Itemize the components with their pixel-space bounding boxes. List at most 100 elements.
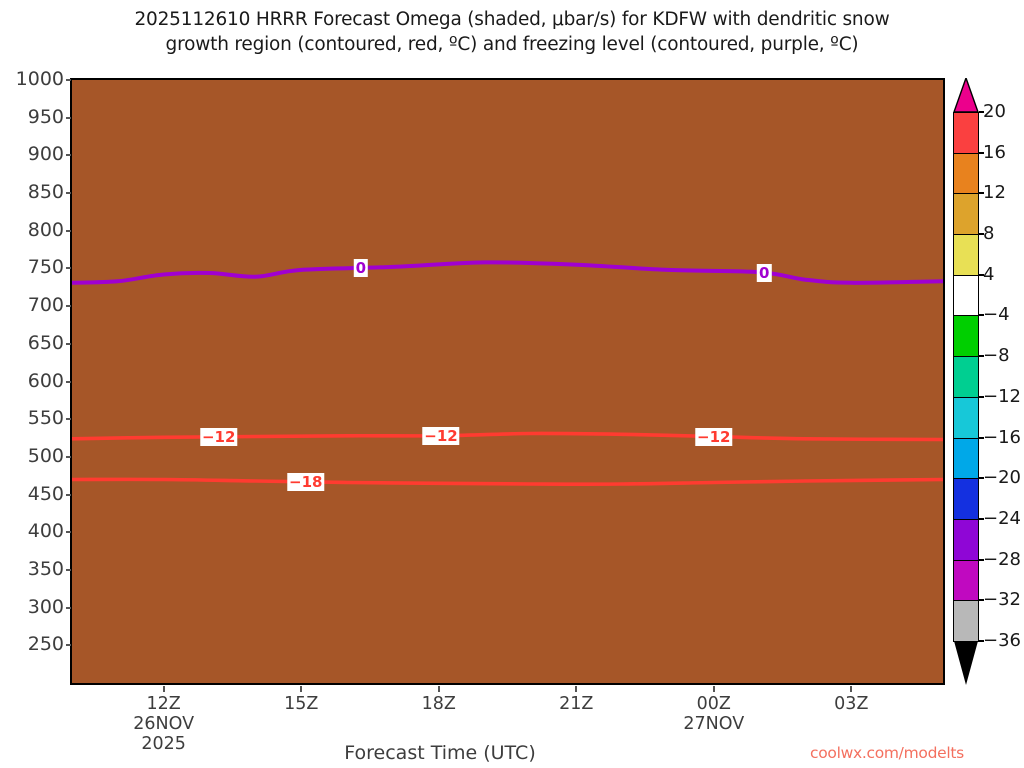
contour-label-dgz-lower: −12 xyxy=(422,426,460,445)
colorbar-label-minus32: −32 xyxy=(983,589,1021,611)
colorbar-tick-mark xyxy=(979,151,984,154)
colorbar-band-12 xyxy=(953,600,979,642)
colorbar-tick-mark xyxy=(979,111,984,113)
colorbar-label-minus20: −20 xyxy=(983,467,1021,489)
y-axis-tick-mark xyxy=(66,380,71,383)
credit-watermark: coolwx.com/modelts xyxy=(810,744,964,762)
colorbar-band-6 xyxy=(953,356,979,398)
y-axis-tick-400: 400 xyxy=(27,520,64,543)
colorbar-extend-top xyxy=(953,75,979,113)
y-axis-tick-800: 800 xyxy=(27,218,64,241)
y-axis-tick-450: 450 xyxy=(27,482,64,505)
y-axis-tick-mark xyxy=(66,644,71,647)
y-axis-tick-900: 900 xyxy=(27,143,64,166)
colorbar-label-20: 20 xyxy=(983,101,1006,122)
ground-fill xyxy=(72,80,943,683)
y-axis-tick-mark xyxy=(66,418,71,421)
x-tick-primary: 12Z xyxy=(146,694,181,714)
y-axis-tick-950: 950 xyxy=(27,105,64,128)
y-axis-tick-500: 500 xyxy=(27,444,64,467)
colorbar-band-0 xyxy=(953,112,979,154)
colorbar-tick-mark xyxy=(979,436,984,439)
y-axis-tick-mark xyxy=(66,455,71,458)
x-tick-primary: 00Z xyxy=(696,694,731,714)
y-axis-tick-250: 250 xyxy=(27,633,64,656)
y-axis-tick-mark xyxy=(66,116,71,119)
colorbar-label-minus24: −24 xyxy=(983,507,1021,529)
colorbar-tick-mark xyxy=(979,233,984,236)
x-tick-primary: 15Z xyxy=(284,694,319,714)
x-tick-year: 2025 xyxy=(141,734,186,754)
x-tick-date: 27NOV xyxy=(683,714,745,734)
y-axis-tick-mark xyxy=(66,531,71,534)
y-axis-tick-350: 350 xyxy=(27,557,64,580)
contour-label-dgz-lower: −12 xyxy=(199,427,238,446)
y-axis-tick-mark xyxy=(66,568,71,571)
y-axis-tick-700: 700 xyxy=(27,294,64,317)
colorbar-band-4 xyxy=(953,274,979,317)
y-axis-tick-mark xyxy=(66,606,71,609)
x-tick-primary: 18Z xyxy=(421,694,456,714)
contour-line-dgz-upper xyxy=(72,477,943,486)
colorbar-band-2 xyxy=(953,193,979,236)
y-axis-tick-mark xyxy=(66,305,71,308)
title-line-2: growth region (contoured, red, ºC) and f… xyxy=(165,33,859,55)
x-tick-date: 26NOV xyxy=(133,714,195,734)
x-axis-tick-03Z: 03Z xyxy=(791,694,911,714)
colorbar-tick-mark xyxy=(979,395,984,398)
colorbar-tick-mark xyxy=(979,517,984,520)
y-axis-tick-550: 550 xyxy=(27,407,64,430)
y-axis-tick-mark xyxy=(66,154,71,157)
x-axis-tick-mark xyxy=(437,686,440,692)
colorbar-band-10 xyxy=(953,518,979,561)
x-axis-tick-mark xyxy=(575,686,578,692)
x-axis-tick-mark xyxy=(300,686,303,692)
colorbar-extend-bottom xyxy=(953,641,979,685)
colorbar-band-3 xyxy=(953,234,979,276)
y-axis-tick-mark xyxy=(66,229,71,232)
colorbar-label-minus4: −4 xyxy=(983,304,1010,326)
colorbar-tick-mark xyxy=(979,355,984,358)
contour-label-dgz-upper: −18 xyxy=(287,472,325,491)
chart-canvas xyxy=(72,80,943,683)
contour-label-dgz-lower: −12 xyxy=(695,427,733,446)
x-tick-primary: 21Z xyxy=(559,694,594,714)
colorbar-tick-mark xyxy=(979,477,984,480)
colorbar-band-9 xyxy=(953,478,979,520)
colorbar-label-4: 4 xyxy=(983,263,995,285)
y-axis-tick-mark xyxy=(66,79,71,81)
colorbar: 20 16 12 8 4 −4 −8 −12 −16 −20 −24 −28 −32 −36 xyxy=(953,75,1021,685)
x-axis-title: Forecast Time (UTC) xyxy=(344,742,536,764)
colorbar-band-8 xyxy=(953,437,979,480)
colorbar-tick-mark xyxy=(979,599,984,602)
y-axis-tick-850: 850 xyxy=(27,181,64,204)
colorbar-band-1 xyxy=(953,152,979,195)
colorbar-label-8: 8 xyxy=(983,223,995,245)
x-axis-tick-15Z: 15Z xyxy=(241,694,361,714)
x-axis-tick-mark xyxy=(162,686,165,692)
y-axis-tick-650: 650 xyxy=(27,331,64,354)
colorbar-tick-mark xyxy=(979,273,984,276)
x-axis-tick-mark xyxy=(850,686,853,692)
colorbar-label-minus28: −28 xyxy=(983,548,1021,570)
y-axis-tick-mark xyxy=(66,267,71,270)
colorbar-band-5 xyxy=(953,315,979,358)
x-axis-tick-mark xyxy=(712,686,715,692)
x-axis-tick-12Z: 12Z 26NOV 2025 xyxy=(104,694,224,754)
y-axis-tick-750: 750 xyxy=(27,256,64,279)
colorbar-tick-mark xyxy=(979,640,984,642)
colorbar-label-16: 16 xyxy=(983,141,1006,163)
plot-area xyxy=(70,78,945,685)
colorbar-tick-mark xyxy=(979,558,984,561)
contour-line-freezing-level xyxy=(72,260,943,285)
colorbar-label-12: 12 xyxy=(983,182,1006,204)
plot-inner xyxy=(72,80,943,683)
colorbar-band-11 xyxy=(953,559,979,602)
page-title: 2025112610 HRRR Forecast Omega (shaded, … xyxy=(0,8,1024,58)
colorbar-band-7 xyxy=(953,396,979,439)
colorbar-label-minus16: −16 xyxy=(983,426,1021,448)
contour-label-freezing-level: 0 xyxy=(353,258,369,277)
y-axis-tick-mark xyxy=(66,493,71,496)
colorbar-label-minus12: −12 xyxy=(983,385,1021,407)
